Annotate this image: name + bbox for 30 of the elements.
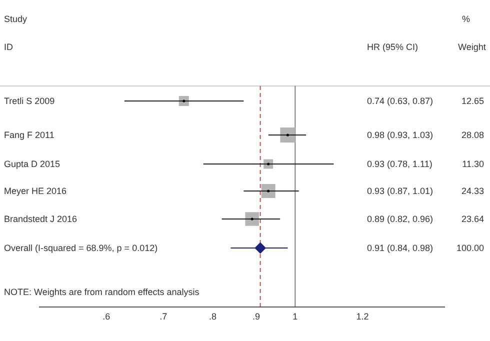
annotation: 0.91 (0.84, 0.98) bbox=[367, 243, 434, 253]
text: HR (95% CI) bbox=[367, 42, 418, 52]
text: Study bbox=[4, 14, 28, 24]
text: 23.64 bbox=[461, 214, 484, 224]
annotation: 0.93 (0.87, 1.01) bbox=[367, 186, 434, 196]
annotation: 0.74 (0.63, 0.87) bbox=[367, 96, 434, 106]
x-tick-label: .6 bbox=[102, 311, 110, 322]
annotation: 0.93 (0.78, 1.11) bbox=[367, 159, 432, 169]
text: 28.08 bbox=[461, 130, 484, 140]
text: 12.65 bbox=[461, 96, 484, 106]
annotation: 0.89 (0.82, 0.96) bbox=[367, 214, 434, 224]
y-tick-label: Meyer HE 2016 bbox=[4, 186, 67, 196]
y-tick-label: Gupta D 2015 bbox=[4, 159, 60, 169]
text: ID bbox=[4, 42, 14, 52]
text: 24.33 bbox=[461, 186, 484, 196]
x-tick-label: .8 bbox=[208, 311, 216, 322]
y-tick-label: Fang F 2011 bbox=[4, 130, 54, 140]
annotation: 0.98 (0.93, 1.03) bbox=[367, 130, 434, 140]
x-tick-label: .9 bbox=[252, 311, 260, 322]
y-tick-label: Overall (I-squared = 68.9%, p = 0.012) bbox=[4, 243, 158, 253]
text: Weight bbox=[458, 42, 486, 52]
text: NOTE: Weights are from random effects analysis bbox=[4, 287, 200, 297]
text: 100.00 bbox=[456, 243, 484, 253]
y-tick-label: Brandstedt J 2016 bbox=[4, 214, 78, 224]
x-tick-label: 1 bbox=[292, 311, 298, 322]
y-tick-label: Tretli S 2009 bbox=[4, 96, 55, 106]
x-tick-label: .7 bbox=[160, 311, 168, 322]
x-tick-label: 1.2 bbox=[356, 311, 369, 322]
text: % bbox=[462, 14, 470, 24]
text: 11.30 bbox=[462, 159, 484, 169]
